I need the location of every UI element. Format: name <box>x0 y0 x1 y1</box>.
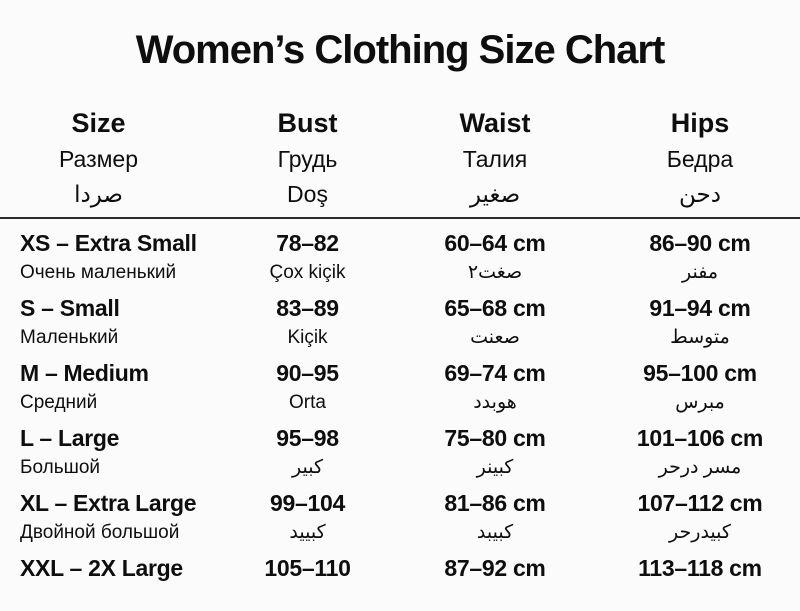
cell-size: XL – Extra Large Двойной большой <box>0 487 225 546</box>
column-header-hips: Hips Бедра دحن <box>600 104 800 212</box>
cell-bust: 99–104 كبييد <box>225 487 390 546</box>
table-row-xl: XL – Extra Large Двойной большой 99–104 … <box>0 487 800 546</box>
waist-translation: كبيبد <box>476 522 514 543</box>
waist-translation: صعنت <box>470 327 520 348</box>
cell-waist: 65–68 cm صعنت <box>390 292 600 351</box>
waist-value: 69–74 cm <box>444 360 546 386</box>
table-row-xxl: XXL – 2X Large 105–110 87–92 cm 113–118 … <box>0 552 800 611</box>
header-hips-en: Hips <box>670 108 730 138</box>
header-hips-third: دحن <box>679 181 721 207</box>
bust-value: 78–82 <box>276 230 339 256</box>
column-header-size: Size Размер صردا <box>0 104 225 212</box>
waist-translation <box>390 584 600 611</box>
cell-size: S – Small Маленький <box>0 292 225 351</box>
hips-value: 95–100 cm <box>643 360 757 386</box>
header-bust-ru: Грудь <box>277 146 338 172</box>
hips-value: 107–112 cm <box>637 490 763 516</box>
column-header-bust: Bust Грудь Doş <box>225 104 390 212</box>
cell-size: XS – Extra Small Очень маленький <box>0 227 225 286</box>
page-title: Women’s Clothing Size Chart <box>135 28 666 72</box>
size-label-translation: Средний <box>20 392 98 413</box>
bust-translation: Orta <box>289 392 326 413</box>
size-label: XXL – 2X Large <box>20 555 183 581</box>
bust-value: 95–98 <box>276 425 339 451</box>
size-label-translation: Большой <box>20 457 101 478</box>
cell-waist: 60–64 cm صغت٢ <box>390 227 600 286</box>
waist-value: 60–64 cm <box>444 230 546 256</box>
waist-translation: هوبدد <box>473 392 517 413</box>
bust-value: 90–95 <box>276 360 339 386</box>
cell-size: L – Large Большой <box>0 422 225 481</box>
cell-waist: 69–74 cm هوبدد <box>390 357 600 416</box>
cell-bust: 83–89 Kiçik <box>225 292 390 351</box>
table-row-l: L – Large Большой 95–98 كبير 75–80 cm كب… <box>0 422 800 481</box>
waist-translation: كبينر <box>476 457 514 478</box>
column-header-waist: Waist Талия صغير <box>390 104 600 212</box>
cell-hips: 91–94 cm متوسط <box>600 292 800 351</box>
size-label: XS – Extra Small <box>20 230 197 256</box>
bust-translation <box>225 584 390 611</box>
bust-value: 83–89 <box>276 295 339 321</box>
size-label: L – Large <box>20 425 120 451</box>
cell-size: M – Medium Средний <box>0 357 225 416</box>
table-row-xs: XS – Extra Small Очень маленький 78–82 Ç… <box>0 227 800 286</box>
hips-value: 113–118 cm <box>638 555 762 581</box>
header-hips-ru: Бедра <box>666 146 734 172</box>
size-label: S – Small <box>20 295 120 321</box>
table-row-m: M – Medium Средний 90–95 Orta 69–74 cm ه… <box>0 357 800 416</box>
hips-value: 91–94 cm <box>649 295 751 321</box>
waist-value: 81–86 cm <box>444 490 546 516</box>
cell-waist: 75–80 cm كبينر <box>390 422 600 481</box>
cell-size: XXL – 2X Large <box>0 552 225 611</box>
cell-hips: 86–90 cm مفنر <box>600 227 800 286</box>
table-header-row: Size Размер صردا Bust Грудь Doş Waist Та… <box>0 104 800 212</box>
size-label-translation: Маленький <box>20 327 119 348</box>
hips-translation: مفنر <box>681 262 718 283</box>
cell-bust: 78–82 Çox kiçik <box>225 227 390 286</box>
table-row-s: S – Small Маленький 83–89 Kiçik 65–68 cm… <box>0 292 800 351</box>
size-label: XL – Extra Large <box>20 490 197 516</box>
header-divider-line <box>0 217 800 219</box>
header-bust-en: Bust <box>277 108 338 138</box>
cell-hips: 113–118 cm <box>600 552 800 611</box>
size-label-translation: Двойной большой <box>20 522 180 543</box>
bust-translation: كبييد <box>289 522 326 543</box>
cell-waist: 81–86 cm كبيبد <box>390 487 600 546</box>
size-label-translation: Очень маленький <box>20 262 177 283</box>
cell-hips: 107–112 cm كبيدرحر <box>600 487 800 546</box>
hips-translation: مسر درحر <box>658 457 742 478</box>
header-waist-ru: Талия <box>462 146 528 172</box>
header-waist-third: صغير <box>469 181 521 207</box>
table-body: XS – Extra Small Очень маленький 78–82 Ç… <box>0 219 800 611</box>
waist-value: 75–80 cm <box>444 425 546 451</box>
size-label-translation <box>20 584 225 611</box>
hips-translation: كبيدرحر <box>669 522 731 543</box>
cell-hips: 101–106 cm مسر درحر <box>600 422 800 481</box>
hips-translation <box>600 584 800 611</box>
bust-translation: كبير <box>292 457 323 478</box>
hips-value: 101–106 cm <box>636 425 764 451</box>
hips-value: 86–90 cm <box>649 230 751 256</box>
bust-value: 99–104 <box>270 490 345 516</box>
size-label: M – Medium <box>20 360 149 386</box>
header-size-third: صردا <box>74 181 123 207</box>
waist-translation: صغت٢ <box>467 262 523 283</box>
hips-translation: مبرس <box>675 392 725 413</box>
header-size-ru: Размер <box>58 146 139 172</box>
cell-bust: 95–98 كبير <box>225 422 390 481</box>
waist-value: 65–68 cm <box>444 295 546 321</box>
cell-bust: 105–110 <box>225 552 390 611</box>
cell-bust: 90–95 Orta <box>225 357 390 416</box>
bust-translation: Kiçik <box>287 327 328 348</box>
cell-waist: 87–92 cm <box>390 552 600 611</box>
hips-translation: متوسط <box>670 327 730 348</box>
header-waist-en: Waist <box>459 108 531 138</box>
bust-value: 105–110 <box>264 555 351 581</box>
waist-value: 87–92 cm <box>444 555 546 581</box>
bust-translation: Çox kiçik <box>269 262 346 283</box>
cell-hips: 95–100 cm مبرس <box>600 357 800 416</box>
header-size-en: Size <box>71 108 126 138</box>
header-bust-third: Doş <box>287 181 328 207</box>
